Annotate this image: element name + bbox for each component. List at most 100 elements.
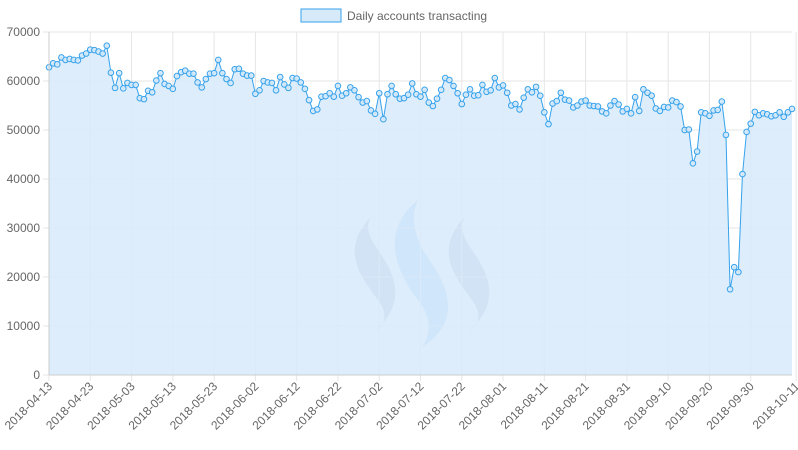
data-point[interactable] bbox=[536, 92, 544, 99]
data-point[interactable] bbox=[450, 82, 457, 90]
data-point[interactable] bbox=[169, 85, 177, 93]
data-point[interactable] bbox=[342, 89, 350, 97]
data-point[interactable] bbox=[219, 69, 226, 77]
data-point[interactable] bbox=[607, 102, 614, 109]
data-point[interactable] bbox=[512, 100, 519, 108]
data-point[interactable] bbox=[74, 57, 82, 64]
data-point[interactable] bbox=[437, 86, 445, 94]
data-point[interactable] bbox=[602, 110, 610, 117]
data-point[interactable] bbox=[474, 91, 482, 99]
data-point[interactable] bbox=[664, 104, 672, 111]
data-point[interactable] bbox=[730, 263, 738, 271]
data-point[interactable] bbox=[541, 109, 548, 116]
data-point[interactable] bbox=[631, 93, 639, 101]
data-point[interactable] bbox=[367, 107, 375, 114]
data-point[interactable] bbox=[280, 81, 288, 88]
data-point[interactable] bbox=[565, 97, 573, 104]
data-point[interactable] bbox=[557, 89, 565, 97]
data-point[interactable] bbox=[776, 109, 783, 116]
data-point[interactable] bbox=[140, 95, 148, 103]
data-point[interactable] bbox=[677, 103, 684, 110]
data-point[interactable] bbox=[706, 112, 713, 120]
data-point[interactable] bbox=[499, 82, 507, 89]
data-point[interactable] bbox=[433, 95, 441, 102]
data-point[interactable] bbox=[528, 88, 536, 96]
data-point[interactable] bbox=[446, 76, 453, 84]
data-point[interactable] bbox=[503, 89, 511, 97]
data-point[interactable] bbox=[635, 107, 643, 115]
data-point[interactable] bbox=[256, 87, 263, 94]
data-point[interactable] bbox=[751, 108, 759, 116]
data-point[interactable] bbox=[272, 87, 280, 94]
data-point[interactable] bbox=[615, 101, 622, 108]
data-point[interactable] bbox=[656, 107, 664, 115]
data-point[interactable] bbox=[553, 97, 561, 105]
data-point[interactable] bbox=[693, 148, 701, 155]
data-point[interactable] bbox=[157, 69, 164, 77]
data-point[interactable] bbox=[103, 42, 111, 50]
data-point[interactable] bbox=[334, 82, 342, 90]
data-point[interactable] bbox=[747, 120, 755, 127]
data-point[interactable] bbox=[301, 85, 309, 93]
data-point[interactable] bbox=[545, 120, 552, 128]
legend-label[interactable]: Daily accounts transacting bbox=[347, 9, 487, 23]
data-point[interactable] bbox=[735, 268, 742, 276]
data-point[interactable] bbox=[462, 91, 470, 99]
data-point[interactable] bbox=[516, 106, 523, 113]
data-point[interactable] bbox=[582, 97, 589, 104]
data-point[interactable] bbox=[623, 105, 631, 113]
data-point[interactable] bbox=[384, 90, 391, 98]
data-point[interactable] bbox=[594, 103, 602, 110]
data-point[interactable] bbox=[355, 93, 362, 101]
data-point[interactable] bbox=[190, 70, 197, 77]
data-point[interactable] bbox=[520, 94, 527, 101]
data-point[interactable] bbox=[297, 79, 305, 86]
data-point[interactable] bbox=[247, 72, 255, 79]
data-point[interactable] bbox=[268, 79, 276, 87]
data-point[interactable] bbox=[714, 106, 722, 114]
chart-legend[interactable]: Daily accounts transacting bbox=[300, 8, 487, 23]
data-point[interactable] bbox=[82, 50, 90, 57]
data-point[interactable] bbox=[689, 160, 697, 167]
data-point[interactable] bbox=[173, 72, 181, 80]
data-point[interactable] bbox=[400, 94, 408, 102]
legend-swatch[interactable] bbox=[300, 8, 342, 23]
data-point[interactable] bbox=[194, 79, 201, 86]
data-point[interactable] bbox=[198, 84, 206, 91]
data-point[interactable] bbox=[417, 93, 424, 100]
data-point[interactable] bbox=[285, 84, 292, 92]
data-point[interactable] bbox=[574, 102, 581, 109]
data-point[interactable] bbox=[718, 98, 726, 105]
data-point[interactable] bbox=[351, 87, 358, 94]
data-point[interactable] bbox=[99, 50, 106, 57]
data-point[interactable] bbox=[454, 89, 461, 97]
data-point[interactable] bbox=[252, 90, 259, 98]
data-point[interactable] bbox=[466, 86, 474, 93]
data-point[interactable] bbox=[532, 83, 540, 91]
data-point[interactable] bbox=[425, 99, 433, 106]
data-point[interactable] bbox=[223, 75, 230, 83]
data-point[interactable] bbox=[305, 96, 313, 104]
data-point[interactable] bbox=[132, 81, 139, 89]
data-point[interactable] bbox=[202, 75, 210, 83]
data-point[interactable] bbox=[148, 88, 156, 96]
data-point[interactable] bbox=[404, 91, 412, 99]
data-point[interactable] bbox=[210, 69, 218, 77]
data-point[interactable] bbox=[780, 113, 788, 121]
data-point[interactable] bbox=[640, 86, 647, 93]
data-point[interactable] bbox=[726, 285, 734, 293]
data-point[interactable] bbox=[788, 105, 796, 113]
data-point[interactable] bbox=[153, 77, 160, 84]
data-point[interactable] bbox=[214, 56, 222, 64]
data-point[interactable] bbox=[375, 89, 383, 97]
data-point[interactable] bbox=[421, 86, 428, 94]
data-point[interactable] bbox=[408, 80, 416, 87]
data-point[interactable] bbox=[611, 97, 618, 105]
data-point[interactable] bbox=[388, 82, 395, 90]
data-point[interactable] bbox=[314, 106, 321, 113]
data-point[interactable] bbox=[627, 110, 635, 117]
data-point[interactable] bbox=[380, 115, 387, 123]
data-point[interactable] bbox=[392, 90, 400, 98]
data-point[interactable] bbox=[648, 92, 655, 99]
data-point[interactable] bbox=[111, 84, 119, 92]
